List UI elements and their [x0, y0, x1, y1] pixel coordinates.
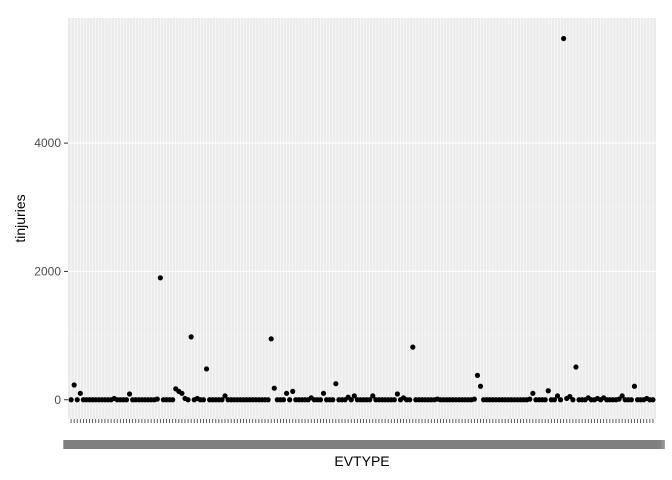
data-point — [530, 390, 536, 396]
data-point — [407, 397, 413, 403]
data-point — [74, 397, 80, 403]
data-point — [71, 382, 77, 388]
data-point — [410, 344, 416, 350]
data-point — [179, 390, 185, 396]
grid-lines — [68, 18, 656, 419]
data-point — [561, 35, 567, 42]
data-point — [631, 383, 638, 389]
data-point — [573, 364, 579, 370]
data-point — [616, 396, 622, 402]
data-point — [126, 391, 133, 397]
data-point — [123, 397, 130, 403]
data-point — [367, 397, 373, 403]
data-point — [185, 397, 191, 403]
data-point — [570, 397, 576, 403]
data-point — [391, 397, 397, 403]
data-point — [157, 275, 163, 281]
data-point — [551, 397, 558, 403]
data-point — [619, 393, 625, 399]
x-tick-label — [644, 440, 662, 449]
data-point — [271, 385, 277, 391]
y-tick-label: 0 — [54, 393, 61, 407]
data-point — [283, 390, 290, 396]
data-point — [290, 388, 296, 395]
data-point — [370, 393, 376, 399]
data-point — [320, 390, 327, 396]
data-point — [333, 381, 339, 387]
data-point — [628, 397, 634, 403]
data-point — [287, 397, 293, 403]
y-axis-title: tinjuries — [12, 194, 28, 242]
x-axis-title: EVTYPE — [334, 453, 389, 469]
data-point — [200, 397, 207, 403]
data-point — [330, 397, 336, 403]
data-point — [477, 383, 484, 389]
data-point — [268, 336, 274, 342]
data-point — [567, 393, 573, 400]
y-axis: 0 2000 4000 — [34, 136, 68, 407]
data-point — [77, 390, 83, 396]
data-point — [203, 366, 210, 372]
data-point — [219, 397, 225, 403]
y-tick-label: 4000 — [34, 136, 61, 150]
data-point — [542, 397, 548, 403]
data-point — [527, 396, 533, 402]
data-point — [348, 397, 354, 403]
data-point — [170, 397, 176, 403]
data-point — [222, 393, 228, 399]
data-point — [650, 397, 656, 403]
data-point — [68, 397, 74, 403]
data-points — [68, 35, 656, 403]
data-point — [188, 334, 194, 340]
data-point — [554, 393, 561, 399]
data-point — [154, 396, 160, 402]
data-point — [545, 388, 551, 394]
y-tick-label: 2000 — [34, 264, 61, 278]
data-point — [474, 372, 481, 378]
data-point — [557, 397, 564, 403]
data-point — [351, 393, 357, 399]
data-point — [317, 397, 324, 403]
x-axis — [63, 419, 665, 449]
data-point — [280, 397, 287, 403]
plot-panel — [68, 18, 656, 419]
data-point — [265, 397, 271, 403]
data-point — [471, 396, 477, 402]
data-point — [394, 391, 401, 397]
